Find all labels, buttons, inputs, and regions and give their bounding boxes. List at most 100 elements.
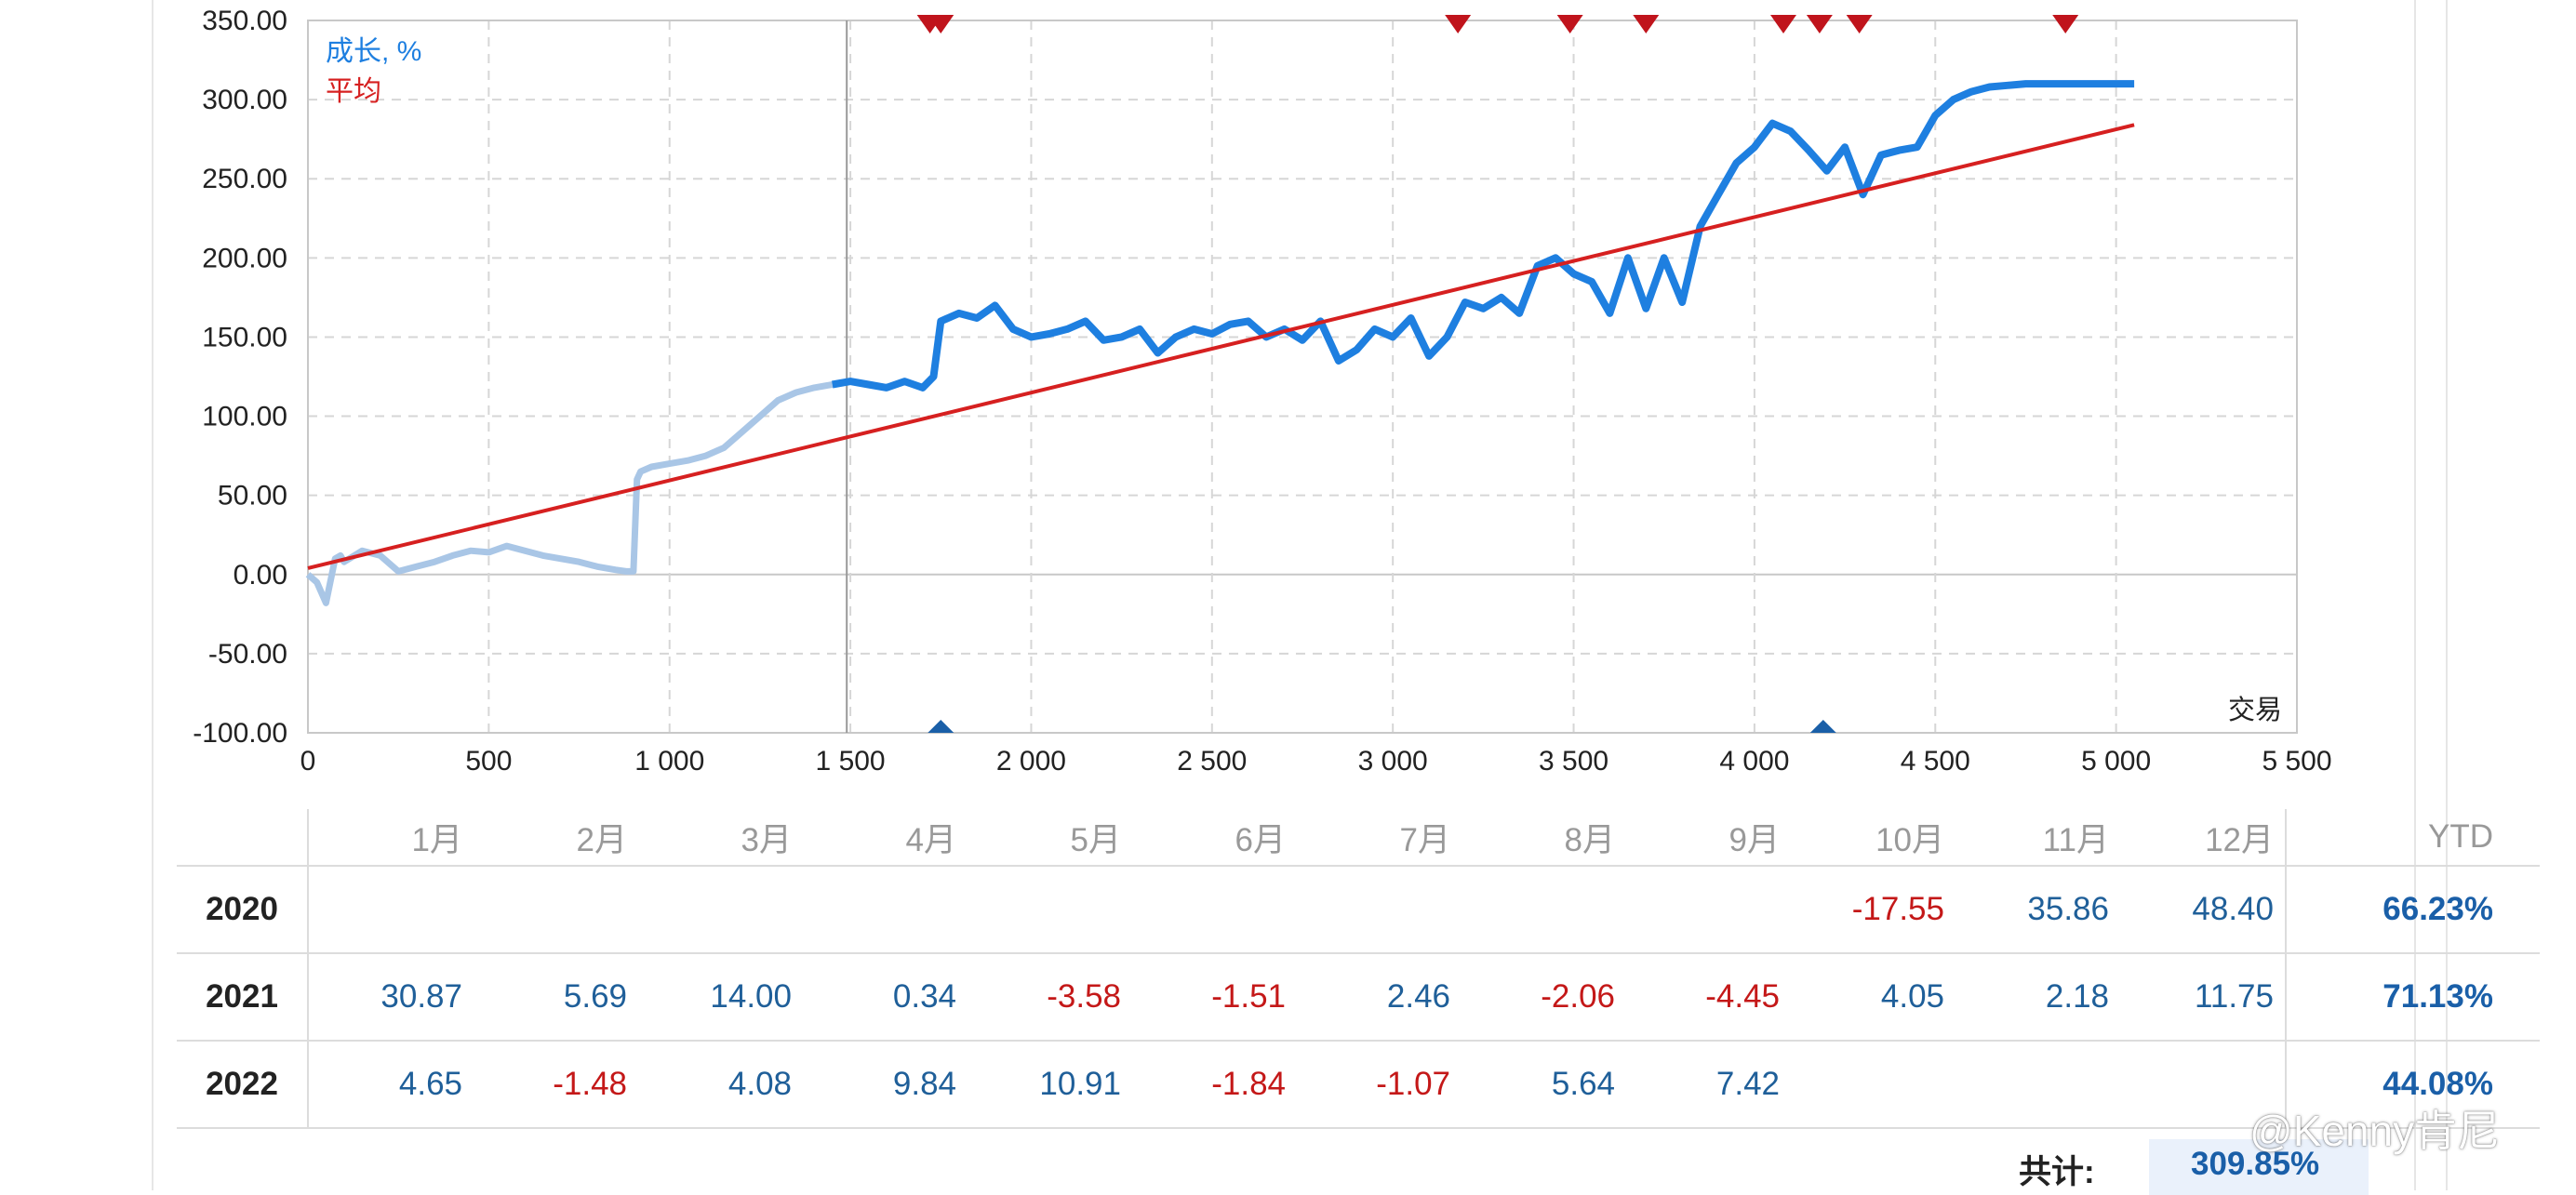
y-tick-label: -50.00 — [208, 639, 287, 670]
x-tick-label: 5 000 — [2081, 746, 2151, 777]
month-return-cell: 7.42 — [1715, 1066, 1780, 1102]
x-tick-label: 2 500 — [1177, 746, 1247, 777]
month-return-cell: 4.05 — [1880, 978, 1944, 1015]
month-return-cell — [308, 866, 474, 953]
month-return-cell: -17.55 — [1851, 891, 1944, 927]
buy-marker — [1809, 720, 1836, 733]
month-return-cell — [638, 866, 803, 953]
x-tick-label: 2 000 — [996, 746, 1066, 777]
x-tick-label: 0 — [300, 746, 316, 777]
ytd-cell: 44.08% — [2285, 1041, 2540, 1128]
monthly-returns-table: 1月 2月 3月 4月 5月 6月 7月 8月 9月 10月 11月 12月 Y… — [177, 809, 2540, 1129]
month-return-cell — [968, 866, 1132, 953]
y-tick-label: 150.00 — [202, 322, 287, 352]
month-return-cell: 35.86 — [2027, 891, 2109, 927]
month-return-cell: -1.84 — [1211, 1066, 1286, 1102]
average-trend-line — [307, 123, 2135, 570]
sell-marker — [1806, 15, 1833, 33]
month-return-cell: 10.91 — [1039, 1066, 1121, 1102]
y-tick-label: 200.00 — [202, 243, 287, 273]
month-header: 1月 — [411, 821, 462, 858]
table-row: 2022 4.65 -1.48 4.08 9.84 10.91 -1.84 -1.07 5.64… — [177, 1041, 2540, 1128]
month-return-cell — [1297, 866, 1462, 953]
x-tick-label: 4 500 — [1901, 746, 1970, 777]
month-return-cell: 4.08 — [727, 1066, 792, 1102]
y-tick-label: 350.00 — [202, 6, 287, 36]
sell-marker — [1633, 15, 1660, 33]
sell-marker — [1445, 15, 1472, 33]
y-tick-label: 300.00 — [202, 85, 287, 115]
year-cell: 2022 — [177, 1041, 309, 1128]
plot-area-border — [307, 20, 2298, 734]
sell-marker — [1556, 15, 1583, 33]
page-border-left — [152, 0, 153, 1190]
month-return-cell — [1791, 1041, 1955, 1128]
month-return-cell: 48.40 — [2192, 891, 2274, 927]
legend-average[interactable]: 平均 — [326, 76, 381, 107]
y-tick-label: 250.00 — [202, 164, 287, 194]
month-header: 12月 — [2205, 821, 2274, 858]
growth-chart[interactable]: 350.00 300.00 250.00 200.00 150.00 100.00 50.0… — [0, 0, 2576, 809]
year-column-header — [177, 809, 309, 866]
month-header: 10月 — [1875, 821, 1944, 858]
y-tick-label: 100.00 — [202, 402, 287, 432]
y-tick-label: 0.00 — [234, 560, 287, 591]
month-return-cell: 2.18 — [2045, 978, 2109, 1015]
month-header: 6月 — [1235, 821, 1286, 858]
month-return-cell: -4.45 — [1705, 978, 1780, 1015]
ytd-header: YTD — [2285, 809, 2540, 866]
month-return-cell: 30.87 — [380, 978, 462, 1015]
month-return-cell: 5.69 — [563, 978, 627, 1015]
legend-growth[interactable]: 成长, % — [326, 36, 421, 67]
x-tick-label: 3 500 — [1539, 746, 1608, 777]
month-header: 7月 — [1399, 821, 1450, 858]
month-return-cell: -1.51 — [1211, 978, 1286, 1015]
ytd-cell: 66.23% — [2285, 866, 2540, 953]
x-tick-label: 1 500 — [816, 746, 886, 777]
month-return-cell — [474, 866, 638, 953]
x-tick-label: 1 000 — [634, 746, 704, 777]
chart-grid — [308, 20, 2297, 734]
growth-line-history — [305, 381, 834, 606]
year-cell: 2020 — [177, 866, 309, 953]
watermark: @Kenny肯尼 — [2249, 1107, 2501, 1155]
trade-markers — [916, 15, 2079, 733]
month-return-cell: 14.00 — [710, 978, 792, 1015]
month-return-cell: -3.58 — [1047, 978, 1121, 1015]
month-return-cell: 11.75 — [2195, 978, 2274, 1015]
month-return-cell: 2.46 — [1386, 978, 1450, 1015]
x-tick-label: 5 500 — [2262, 746, 2331, 777]
sell-marker — [1770, 15, 1797, 33]
sell-marker — [2052, 15, 2079, 33]
month-header: 2月 — [576, 821, 627, 858]
buy-marker — [928, 720, 954, 733]
table-row: 2020 -17.55 35.86 48.40 66.23% — [177, 866, 2540, 953]
month-return-cell: 4.65 — [398, 1066, 462, 1102]
total-value-background — [2149, 1139, 2369, 1195]
month-return-cell: 5.64 — [1551, 1066, 1615, 1102]
month-return-cell: -1.07 — [1376, 1066, 1450, 1102]
month-return-cell — [1626, 866, 1791, 953]
growth-line — [832, 80, 2135, 392]
x-tick-label: 3 000 — [1358, 746, 1428, 777]
sell-marker — [928, 15, 954, 33]
page-border-right — [2414, 0, 2416, 1190]
axis-ticks: 350.00 300.00 250.00 200.00 150.00 100.00 50.0… — [193, 6, 2331, 777]
month-header: 3月 — [741, 821, 792, 858]
x-axis-label: 交易 — [2228, 695, 2282, 725]
y-tick-label: -100.00 — [193, 718, 287, 749]
month-return-cell — [1955, 1041, 2120, 1128]
sell-marker — [1846, 15, 1873, 33]
month-header: 8月 — [1564, 821, 1615, 858]
table-row: 2021 30.87 5.69 14.00 0.34 -3.58 -1.51 2.46 -2.0… — [177, 953, 2540, 1041]
month-header: 9月 — [1728, 821, 1780, 858]
table-header-row: 1月 2月 3月 4月 5月 6月 7月 8月 9月 10月 11月 12月 Y… — [177, 809, 2540, 866]
month-return-cell: 0.34 — [892, 978, 956, 1015]
page-border-outer — [2446, 0, 2448, 1190]
month-return-cell: -1.48 — [553, 1066, 627, 1102]
y-tick-label: 50.00 — [218, 481, 287, 511]
x-tick-label: 500 — [465, 746, 512, 777]
month-header: 4月 — [905, 821, 956, 858]
series-lines — [305, 80, 2135, 606]
month-return-cell — [1132, 866, 1297, 953]
